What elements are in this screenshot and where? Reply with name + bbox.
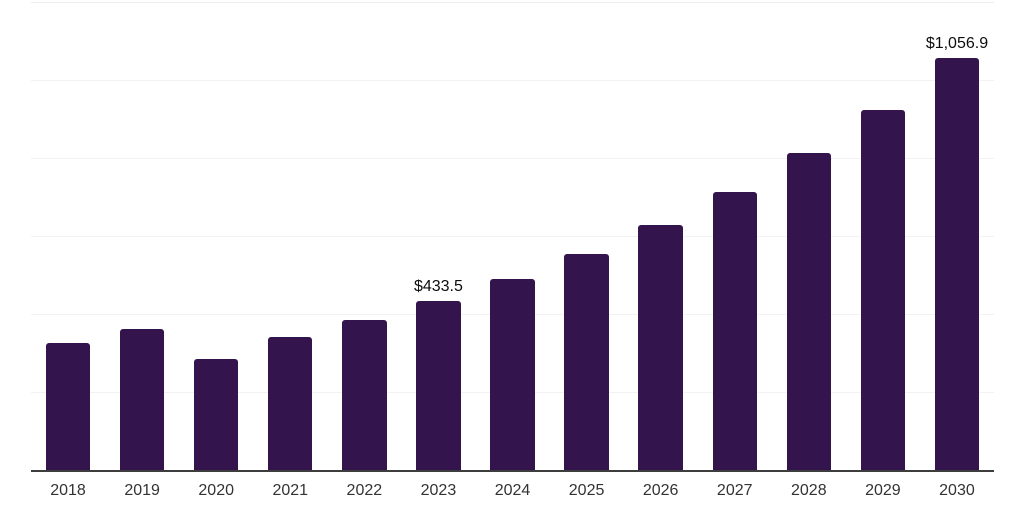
x-tick-2021: 2021 [272,482,309,499]
bar-2029 [860,109,906,470]
gridline-1000 [31,80,994,81]
bar-2023 [416,300,461,470]
bar-2025 [564,253,609,470]
bar-2019 [119,328,165,470]
x-tick-2029: 2029 [865,482,901,499]
gridline-600 [31,236,994,237]
bar-2027 [712,192,757,470]
x-tick-2020: 2020 [198,482,234,499]
bar-2022 [342,319,387,470]
bar-2026 [638,225,683,470]
x-axis-labels: 2018 2019 2020 2021 2022 2023 2024 2025 2026 2027… [31,481,994,505]
value-label-2030: $1,056.9 [925,34,989,52]
bar-2024 [490,278,535,470]
x-tick-2023: 2023 [420,482,457,499]
x-tick-2018: 2018 [50,482,86,499]
bar-2018 [45,342,91,470]
x-tick-2028: 2028 [791,482,827,499]
x-tick-2022: 2022 [346,482,383,499]
x-tick-2026: 2026 [642,482,679,499]
value-label-2023: $433.5 [413,277,463,295]
plot-area: $433.5 $1,056.9 [31,2,994,470]
x-tick-2024: 2024 [494,482,531,499]
bar-2028 [786,152,832,470]
x-axis-line [31,470,994,472]
gridline-1200 [31,2,994,3]
x-tick-2027: 2027 [716,482,753,499]
bar-2020 [193,358,239,470]
x-tick-2025: 2025 [568,482,605,499]
bar-2021 [268,337,313,470]
x-tick-2019: 2019 [124,482,160,499]
bar-2030 [934,57,980,470]
gridline-800 [31,158,994,159]
x-tick-2030: 2030 [939,482,975,499]
